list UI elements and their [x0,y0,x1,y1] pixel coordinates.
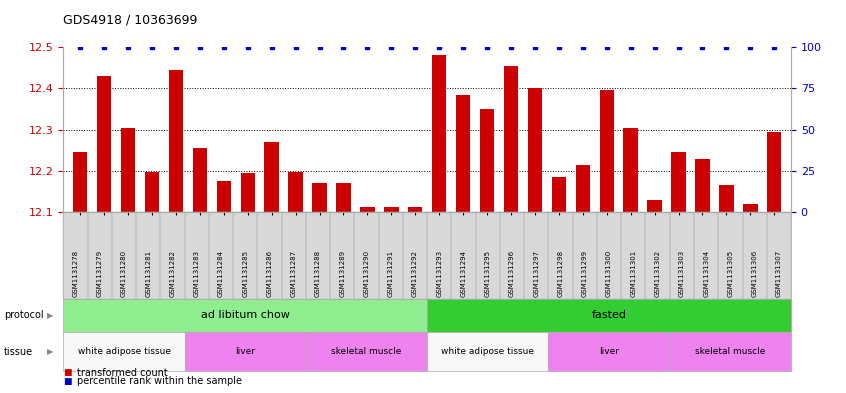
Text: GSM1131278: GSM1131278 [73,250,79,297]
Bar [528,88,542,212]
Text: GSM1131297: GSM1131297 [533,250,540,297]
Text: GSM1131283: GSM1131283 [194,250,200,297]
Text: GSM1131303: GSM1131303 [678,250,685,297]
Text: GSM1131296: GSM1131296 [509,250,515,297]
Text: liver: liver [599,347,619,356]
Bar [624,128,638,212]
Bar [193,148,207,212]
Text: GSM1131294: GSM1131294 [460,250,467,297]
Text: GSM1131305: GSM1131305 [728,250,733,297]
Text: ad libitum chow: ad libitum chow [201,310,290,320]
Bar [384,207,398,212]
Text: GSM1131298: GSM1131298 [558,250,563,297]
Text: GSM1131291: GSM1131291 [387,250,394,297]
Text: GSM1131300: GSM1131300 [606,250,613,297]
Bar [456,95,470,212]
Text: GSM1131284: GSM1131284 [218,250,224,297]
Bar [672,152,686,212]
Text: GSM1131290: GSM1131290 [364,250,370,297]
Bar [360,207,375,212]
Text: ■: ■ [63,368,72,377]
Text: GSM1131282: GSM1131282 [169,250,176,297]
Bar [575,165,590,212]
Text: white adipose tissue: white adipose tissue [442,347,535,356]
Text: GSM1131301: GSM1131301 [630,250,636,297]
Text: GDS4918 / 10363699: GDS4918 / 10363699 [63,14,198,27]
Bar [695,158,710,212]
Text: GSM1131302: GSM1131302 [655,250,661,297]
Text: GSM1131295: GSM1131295 [485,250,491,297]
Text: GSM1131288: GSM1131288 [315,250,321,297]
Text: GSM1131285: GSM1131285 [242,250,249,297]
Text: GSM1131286: GSM1131286 [266,250,272,297]
Bar [552,177,566,212]
Bar [97,76,112,212]
Text: GSM1131304: GSM1131304 [703,250,709,297]
Text: ▶: ▶ [47,311,54,320]
Text: tissue: tissue [4,347,33,357]
Text: percentile rank within the sample: percentile rank within the sample [77,376,242,386]
Bar [432,55,447,212]
Bar [312,183,327,212]
Text: GSM1131306: GSM1131306 [751,250,758,297]
Text: GSM1131292: GSM1131292 [412,250,418,297]
Bar [600,90,614,212]
Text: GSM1131287: GSM1131287 [291,250,297,297]
Bar [480,109,494,212]
Text: ▶: ▶ [47,347,54,356]
Bar [719,185,733,212]
Text: GSM1131293: GSM1131293 [437,250,442,297]
Bar [767,132,782,212]
Bar [121,128,135,212]
Text: skeletal muscle: skeletal muscle [695,347,766,356]
Bar [145,172,159,212]
Bar [336,183,350,212]
Text: transformed count: transformed count [77,367,168,378]
Text: GSM1131307: GSM1131307 [776,250,782,297]
Text: GSM1131279: GSM1131279 [96,250,103,297]
Text: white adipose tissue: white adipose tissue [78,347,171,356]
Bar [240,173,255,212]
Bar [265,142,279,212]
Bar [647,200,662,212]
Text: skeletal muscle: skeletal muscle [332,347,402,356]
Bar [504,66,518,212]
Text: ■: ■ [63,377,72,386]
Text: liver: liver [235,347,255,356]
Bar [743,204,757,212]
Bar [168,70,183,212]
Text: protocol: protocol [4,310,44,320]
Bar [408,207,422,212]
Bar [217,181,231,212]
Text: GSM1131299: GSM1131299 [582,250,588,297]
Bar [73,152,87,212]
Text: GSM1131289: GSM1131289 [339,250,345,297]
Text: fasted: fasted [591,310,627,320]
Text: GSM1131281: GSM1131281 [146,250,151,297]
Bar [288,172,303,212]
Text: GSM1131280: GSM1131280 [121,250,127,297]
